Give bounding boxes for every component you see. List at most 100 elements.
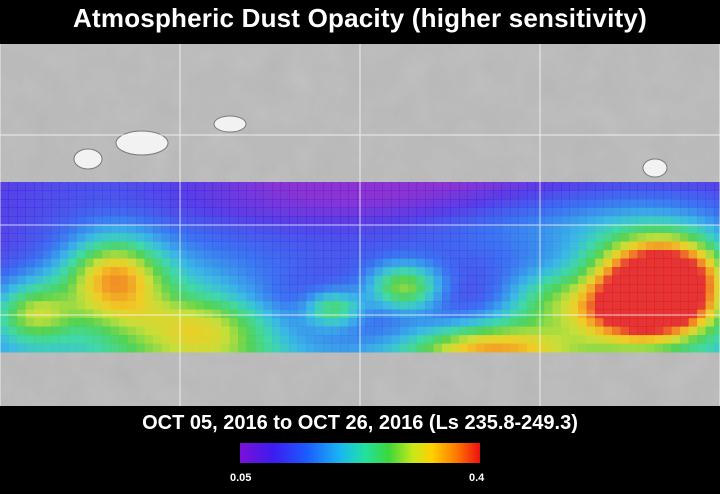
dust-cell xyxy=(51,343,60,353)
dust-cell xyxy=(450,233,460,242)
dust-cell xyxy=(178,182,188,191)
dust-cell xyxy=(459,207,468,217)
dust-cell xyxy=(459,182,468,191)
dust-cell xyxy=(391,216,400,225)
dust-cell xyxy=(323,199,332,208)
dust-cell xyxy=(671,233,681,242)
dust-cell xyxy=(178,284,188,293)
map-title: Atmospheric Dust Opacity (higher sensiti… xyxy=(73,3,647,33)
dust-cell xyxy=(374,309,383,319)
dust-cell xyxy=(25,309,35,319)
dust-cell xyxy=(654,326,664,336)
dust-cell xyxy=(408,292,417,302)
dust-cell xyxy=(510,267,519,276)
dust-cell xyxy=(51,267,60,276)
dust-cell xyxy=(595,301,604,310)
dust-cell xyxy=(603,207,613,217)
dust-cell xyxy=(314,182,324,191)
dust-cell xyxy=(493,284,502,293)
dust-cell xyxy=(459,250,468,259)
dust-cell xyxy=(646,335,655,344)
dust-cell xyxy=(34,275,43,285)
dust-cell xyxy=(161,190,171,200)
dust-cell xyxy=(595,190,604,200)
dust-cell xyxy=(263,241,273,251)
volcano-features xyxy=(73,115,668,178)
dust-cell xyxy=(238,284,247,293)
dust-cell xyxy=(493,250,502,259)
dust-cell xyxy=(433,335,443,344)
dust-cell xyxy=(688,326,698,336)
dust-cell xyxy=(357,318,366,327)
dust-cell xyxy=(620,233,630,242)
dust-cell xyxy=(51,258,60,268)
dust-cell xyxy=(102,284,111,293)
dust-cell xyxy=(297,301,307,310)
dust-cell xyxy=(425,275,434,285)
dust-cell xyxy=(459,190,468,200)
dust-cell xyxy=(110,275,120,285)
dust-cell xyxy=(246,190,256,200)
dust-cell xyxy=(323,284,332,293)
dust-cell xyxy=(697,301,706,310)
dust-cell xyxy=(306,233,315,242)
dust-cell xyxy=(705,258,715,268)
dust-cell xyxy=(340,182,349,191)
dust-cell xyxy=(578,275,587,285)
dust-cell xyxy=(85,267,94,276)
dust-cell xyxy=(85,216,94,225)
dust-cell xyxy=(34,190,43,200)
dust-cell xyxy=(357,309,366,319)
dust-cell xyxy=(416,267,426,276)
dust-cell xyxy=(603,275,613,285)
dust-cell xyxy=(187,343,196,353)
dust-cell xyxy=(17,224,26,234)
dust-cell xyxy=(127,233,137,242)
dust-cell xyxy=(204,326,213,336)
dust-cell xyxy=(161,199,171,208)
dust-cell xyxy=(170,233,179,242)
dust-cell xyxy=(195,199,205,208)
dust-cell xyxy=(340,292,349,302)
dust-cell xyxy=(289,326,298,336)
dust-cell xyxy=(578,233,587,242)
dust-cell xyxy=(153,190,162,200)
dust-cell xyxy=(110,258,120,268)
dust-cell xyxy=(391,258,400,268)
dust-cell xyxy=(527,335,536,344)
dust-cell xyxy=(612,309,621,319)
dust-cell xyxy=(629,241,638,251)
dust-cell xyxy=(255,241,264,251)
dust-cell xyxy=(493,318,502,327)
dust-cell xyxy=(714,343,720,353)
dust-cell xyxy=(42,335,52,344)
dust-cell xyxy=(586,309,596,319)
dust-cell xyxy=(442,190,451,200)
dust-cell xyxy=(68,275,77,285)
dust-cell xyxy=(187,241,196,251)
dust-cell xyxy=(714,233,720,242)
dust-cell xyxy=(603,190,613,200)
dust-cell xyxy=(85,224,94,234)
dust-cell xyxy=(688,207,698,217)
dust-cell xyxy=(646,284,655,293)
dust-cell xyxy=(578,267,587,276)
dust-cell xyxy=(348,309,358,319)
dust-cell xyxy=(408,335,417,344)
dust-cell xyxy=(144,275,154,285)
dust-cell xyxy=(620,343,630,353)
dust-cell xyxy=(459,301,468,310)
dust-cell xyxy=(340,335,349,344)
dust-cell xyxy=(238,216,247,225)
dust-cell xyxy=(0,318,9,327)
dust-cell xyxy=(357,292,366,302)
dust-cell xyxy=(680,292,689,302)
dust-cell xyxy=(654,190,664,200)
dust-cell xyxy=(527,199,536,208)
dust-cell xyxy=(144,182,154,191)
dust-cell xyxy=(578,182,587,191)
dust-cell xyxy=(127,335,137,344)
dust-cell xyxy=(119,190,128,200)
dust-cell xyxy=(246,326,256,336)
dust-cell xyxy=(42,284,52,293)
